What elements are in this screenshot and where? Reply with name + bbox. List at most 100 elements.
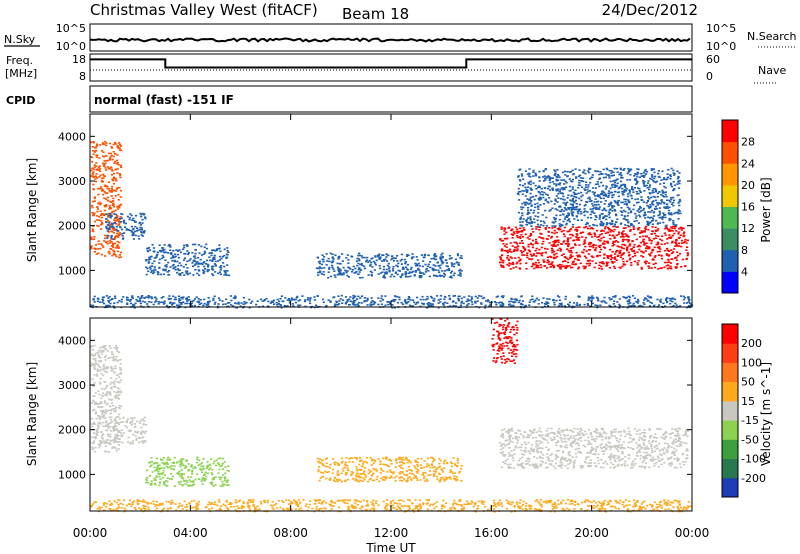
ytick-label: 4000 xyxy=(58,334,86,347)
cpid-box xyxy=(89,85,693,113)
colorbar-segment xyxy=(722,271,738,294)
velocity-cbar-label: Velocity [m s^-1] xyxy=(759,362,773,466)
power-panel: 1000 2000 3000 4000 Slant Range [km] 4 8 12 16… xyxy=(25,113,773,309)
colorbar-segment xyxy=(722,206,738,229)
colorbar-segment xyxy=(722,343,738,363)
time-tick-label: 08:00 xyxy=(273,526,308,540)
colorbar-tick: 12 xyxy=(741,222,755,235)
colorbar-tick: 16 xyxy=(741,201,755,214)
nave-tick-bottom: 0 xyxy=(706,70,713,83)
colorbar-tick: 20 xyxy=(741,179,755,192)
ytick-label: 3000 xyxy=(58,175,86,188)
cpid-value: normal (fast) -151 IF xyxy=(94,93,234,107)
power-data-layer xyxy=(90,140,694,309)
colorbar-segment xyxy=(722,228,738,251)
nsearch-tick-top: 10^5 xyxy=(706,22,736,35)
nsky-tick-bottom: 10^0 xyxy=(56,40,86,53)
ytick-label: 3000 xyxy=(58,379,86,392)
date-title: 24/Dec/2012 xyxy=(602,1,698,19)
station-title: Christmas Valley West (fitACF) xyxy=(90,1,318,19)
time-tick-label: 00:00 xyxy=(675,526,710,540)
freq-panel: Freq. [MHz] 18 8 60 0 Nave xyxy=(5,53,786,84)
velocity-region-4 xyxy=(499,427,690,470)
power-region-1 xyxy=(105,212,147,240)
nsky-panel: N.Sky 10^5 10^0 10^5 10^0 N.Search xyxy=(4,22,797,53)
power-region-6 xyxy=(90,294,694,309)
freq-tick-top: 18 xyxy=(72,53,86,66)
velocity-region-6 xyxy=(90,499,692,513)
nave-label: Nave xyxy=(758,64,786,77)
velocity-colorbar: 200 100 50 15 -15 -50 -100 -200 xyxy=(721,323,766,498)
velocity-region-5 xyxy=(491,318,519,364)
colorbar-segment xyxy=(722,439,738,459)
time-tick-label: 04:00 xyxy=(173,526,208,540)
freq-tick-bottom: 8 xyxy=(79,70,86,83)
nsearch-tick-bottom: 10^0 xyxy=(706,40,736,53)
velocity-x-ticks xyxy=(89,318,693,511)
time-tick-label: 00:00 xyxy=(73,526,108,540)
colorbar-segment xyxy=(722,249,738,272)
colorbar-segment xyxy=(722,362,738,383)
nsky-tick-top: 10^5 xyxy=(56,22,86,35)
colorbar-segment xyxy=(722,163,738,186)
colorbar-tick: -100 xyxy=(741,453,766,466)
ytick-label: 1000 xyxy=(58,468,86,481)
power-region-0 xyxy=(90,140,123,259)
velocity-ylabel: Slant Range [km] xyxy=(25,362,39,466)
colorbar-tick: -50 xyxy=(741,433,759,446)
colorbar-segment xyxy=(722,141,738,164)
velocity-region-1 xyxy=(105,416,148,445)
colorbar-tick: 100 xyxy=(741,356,762,369)
power-region-3 xyxy=(315,252,463,279)
power-x-ticks xyxy=(89,114,693,307)
time-axis-labels: 00:00 04:00 08:00 12:00 16:00 20:00 00:00 xyxy=(73,526,710,540)
colorbar-tick: 24 xyxy=(741,157,755,170)
velocity-region-0 xyxy=(90,344,123,453)
time-tick-label: 16:00 xyxy=(474,526,509,540)
power-region-2 xyxy=(145,243,231,277)
power-region-5 xyxy=(516,167,682,228)
time-tick-label: 12:00 xyxy=(374,526,409,540)
velocity-data-layer xyxy=(90,318,692,513)
power-colorbar: 4 8 12 16 20 24 28 xyxy=(721,119,755,294)
colorbar-segment xyxy=(722,420,738,440)
colorbar-tick: 4 xyxy=(741,265,748,278)
colorbar-segment xyxy=(722,324,738,344)
freq-line xyxy=(90,58,692,69)
power-region-4 xyxy=(499,225,690,270)
power-y-ticks: 1000 2000 3000 4000 xyxy=(58,130,692,277)
colorbar-segment xyxy=(722,400,738,421)
colorbar-segment xyxy=(722,120,738,143)
nave-tick-top: 60 xyxy=(706,53,720,66)
velocity-region-3 xyxy=(316,456,463,483)
colorbar-segment xyxy=(722,477,738,498)
colorbar-tick: 28 xyxy=(741,136,755,149)
nsky-label: N.Sky xyxy=(4,33,36,46)
time-tick-label: 20:00 xyxy=(574,526,609,540)
cpid-label: CPID xyxy=(6,94,35,107)
ytick-label: 4000 xyxy=(58,130,86,143)
nsearch-label: N.Search xyxy=(747,30,797,43)
power-ylabel: Slant Range [km] xyxy=(25,158,39,262)
ytick-label: 2000 xyxy=(58,424,86,437)
ytick-label: 1000 xyxy=(58,264,86,277)
freq-label-1: Freq. xyxy=(6,54,33,67)
colorbar-segment xyxy=(722,458,738,479)
nsky-line xyxy=(89,37,691,43)
time-axis-title: Time UT xyxy=(365,541,416,554)
ytick-label: 2000 xyxy=(58,220,86,233)
freq-label-2: [MHz] xyxy=(5,67,37,80)
velocity-panel: 1000 2000 3000 4000 Slant Range [km] 200 100… xyxy=(25,317,773,513)
colorbar-tick: -200 xyxy=(741,472,766,485)
colorbar-segment xyxy=(722,184,738,207)
velocity-region-2 xyxy=(145,456,230,487)
power-cbar-label: Power [dB] xyxy=(759,177,773,242)
colorbar-tick: 15 xyxy=(741,395,755,408)
velocity-y-ticks: 1000 2000 3000 4000 xyxy=(58,334,692,481)
colorbar-tick: 8 xyxy=(741,244,748,257)
colorbar-tick: 50 xyxy=(741,376,755,389)
colorbar-segment xyxy=(722,381,738,402)
beam-title: Beam 18 xyxy=(342,5,409,23)
colorbar-tick: -15 xyxy=(741,414,759,427)
